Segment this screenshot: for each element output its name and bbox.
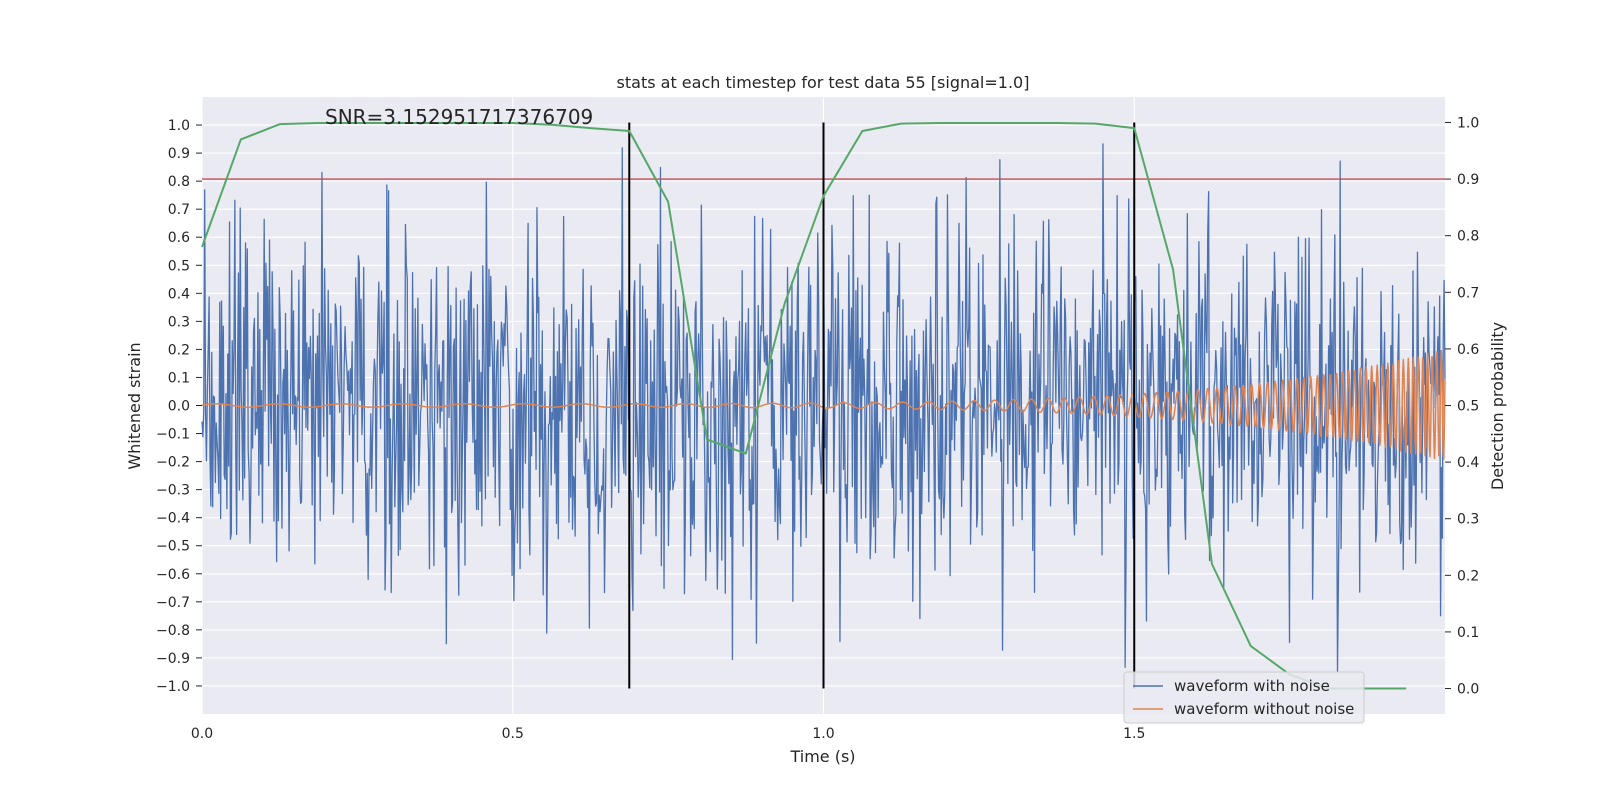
series-detection-probability bbox=[201, 122, 1407, 690]
y-right-tick-label: 0.7 bbox=[1457, 285, 1479, 301]
y-right-tick-label: 0.0 bbox=[1457, 682, 1479, 698]
y-left-tick-label: 0.4 bbox=[168, 286, 190, 302]
x-tick-label: 0.0 bbox=[191, 726, 213, 742]
y-left-tick-label: 0.5 bbox=[168, 258, 190, 274]
y-left-tick-label: −1.0 bbox=[156, 679, 190, 695]
y-axis-label-right: Detection probability bbox=[1488, 322, 1507, 490]
y-left-tick-label: 0.3 bbox=[168, 314, 190, 330]
y-right-tick-label: 0.6 bbox=[1457, 342, 1479, 358]
y-left-tick-label: −0.7 bbox=[156, 595, 190, 611]
y-right-tick-label: 0.2 bbox=[1457, 568, 1479, 584]
y-left-tick-label: 0.9 bbox=[168, 146, 190, 162]
y-left-tick-label: 0.7 bbox=[168, 202, 190, 218]
y-left-tick-label: −0.9 bbox=[156, 651, 190, 667]
y-right-tick-label: 0.5 bbox=[1457, 399, 1479, 415]
y-axis-label-left: Whitened strain bbox=[125, 342, 144, 469]
snr-annotation: SNR=3.152951717376709 bbox=[325, 105, 593, 129]
y-left-tick-label: 1.0 bbox=[168, 118, 190, 134]
y-left-tick-label: −0.5 bbox=[156, 539, 190, 555]
y-left-tick-label: 0.6 bbox=[168, 230, 190, 246]
y-left-tick-label: 0.0 bbox=[168, 399, 190, 415]
y-left-tick-label: −0.6 bbox=[156, 567, 190, 583]
axis-ticks: 0.0 0.5 1.0 1.5 −1.0 −0.9 −0.8 −0.7 −0.6 −0.5 −0.4… bbox=[156, 115, 1479, 742]
legend: waveform with noise waveform without noi… bbox=[1123, 671, 1365, 724]
y-left-tick-label: −0.2 bbox=[156, 455, 190, 471]
y-left-tick-label: 0.2 bbox=[168, 342, 190, 358]
y-right-tick-label: 1.0 bbox=[1457, 115, 1479, 131]
data-layer bbox=[201, 122, 1446, 690]
x-tick-label: 1.0 bbox=[812, 726, 834, 742]
y-left-tick-label: −0.4 bbox=[156, 511, 190, 527]
x-tick-label: 0.5 bbox=[502, 726, 524, 742]
y-right-tick-label: 0.3 bbox=[1457, 512, 1479, 528]
y-left-tick-label: 0.8 bbox=[168, 174, 190, 190]
y-left-tick-label: −0.1 bbox=[156, 427, 190, 443]
y-right-tick-label: 0.1 bbox=[1457, 625, 1479, 641]
y-right-tick-label: 0.8 bbox=[1457, 229, 1479, 245]
y-right-tick-label: 0.9 bbox=[1457, 172, 1479, 188]
x-tick-label: 1.5 bbox=[1123, 726, 1145, 742]
legend-noise-label: waveform with noise bbox=[1174, 677, 1330, 695]
legend-clean-label: waveform without noise bbox=[1174, 700, 1354, 718]
y-left-tick-label: −0.3 bbox=[156, 483, 190, 499]
chart-title: stats at each timestep for test data 55 … bbox=[617, 73, 1030, 92]
y-right-tick-label: 0.4 bbox=[1457, 455, 1479, 471]
y-left-tick-label: 0.1 bbox=[168, 370, 190, 386]
y-left-tick-label: −0.8 bbox=[156, 623, 190, 639]
x-axis-label: Time (s) bbox=[789, 747, 855, 766]
legend-box bbox=[1123, 671, 1365, 724]
